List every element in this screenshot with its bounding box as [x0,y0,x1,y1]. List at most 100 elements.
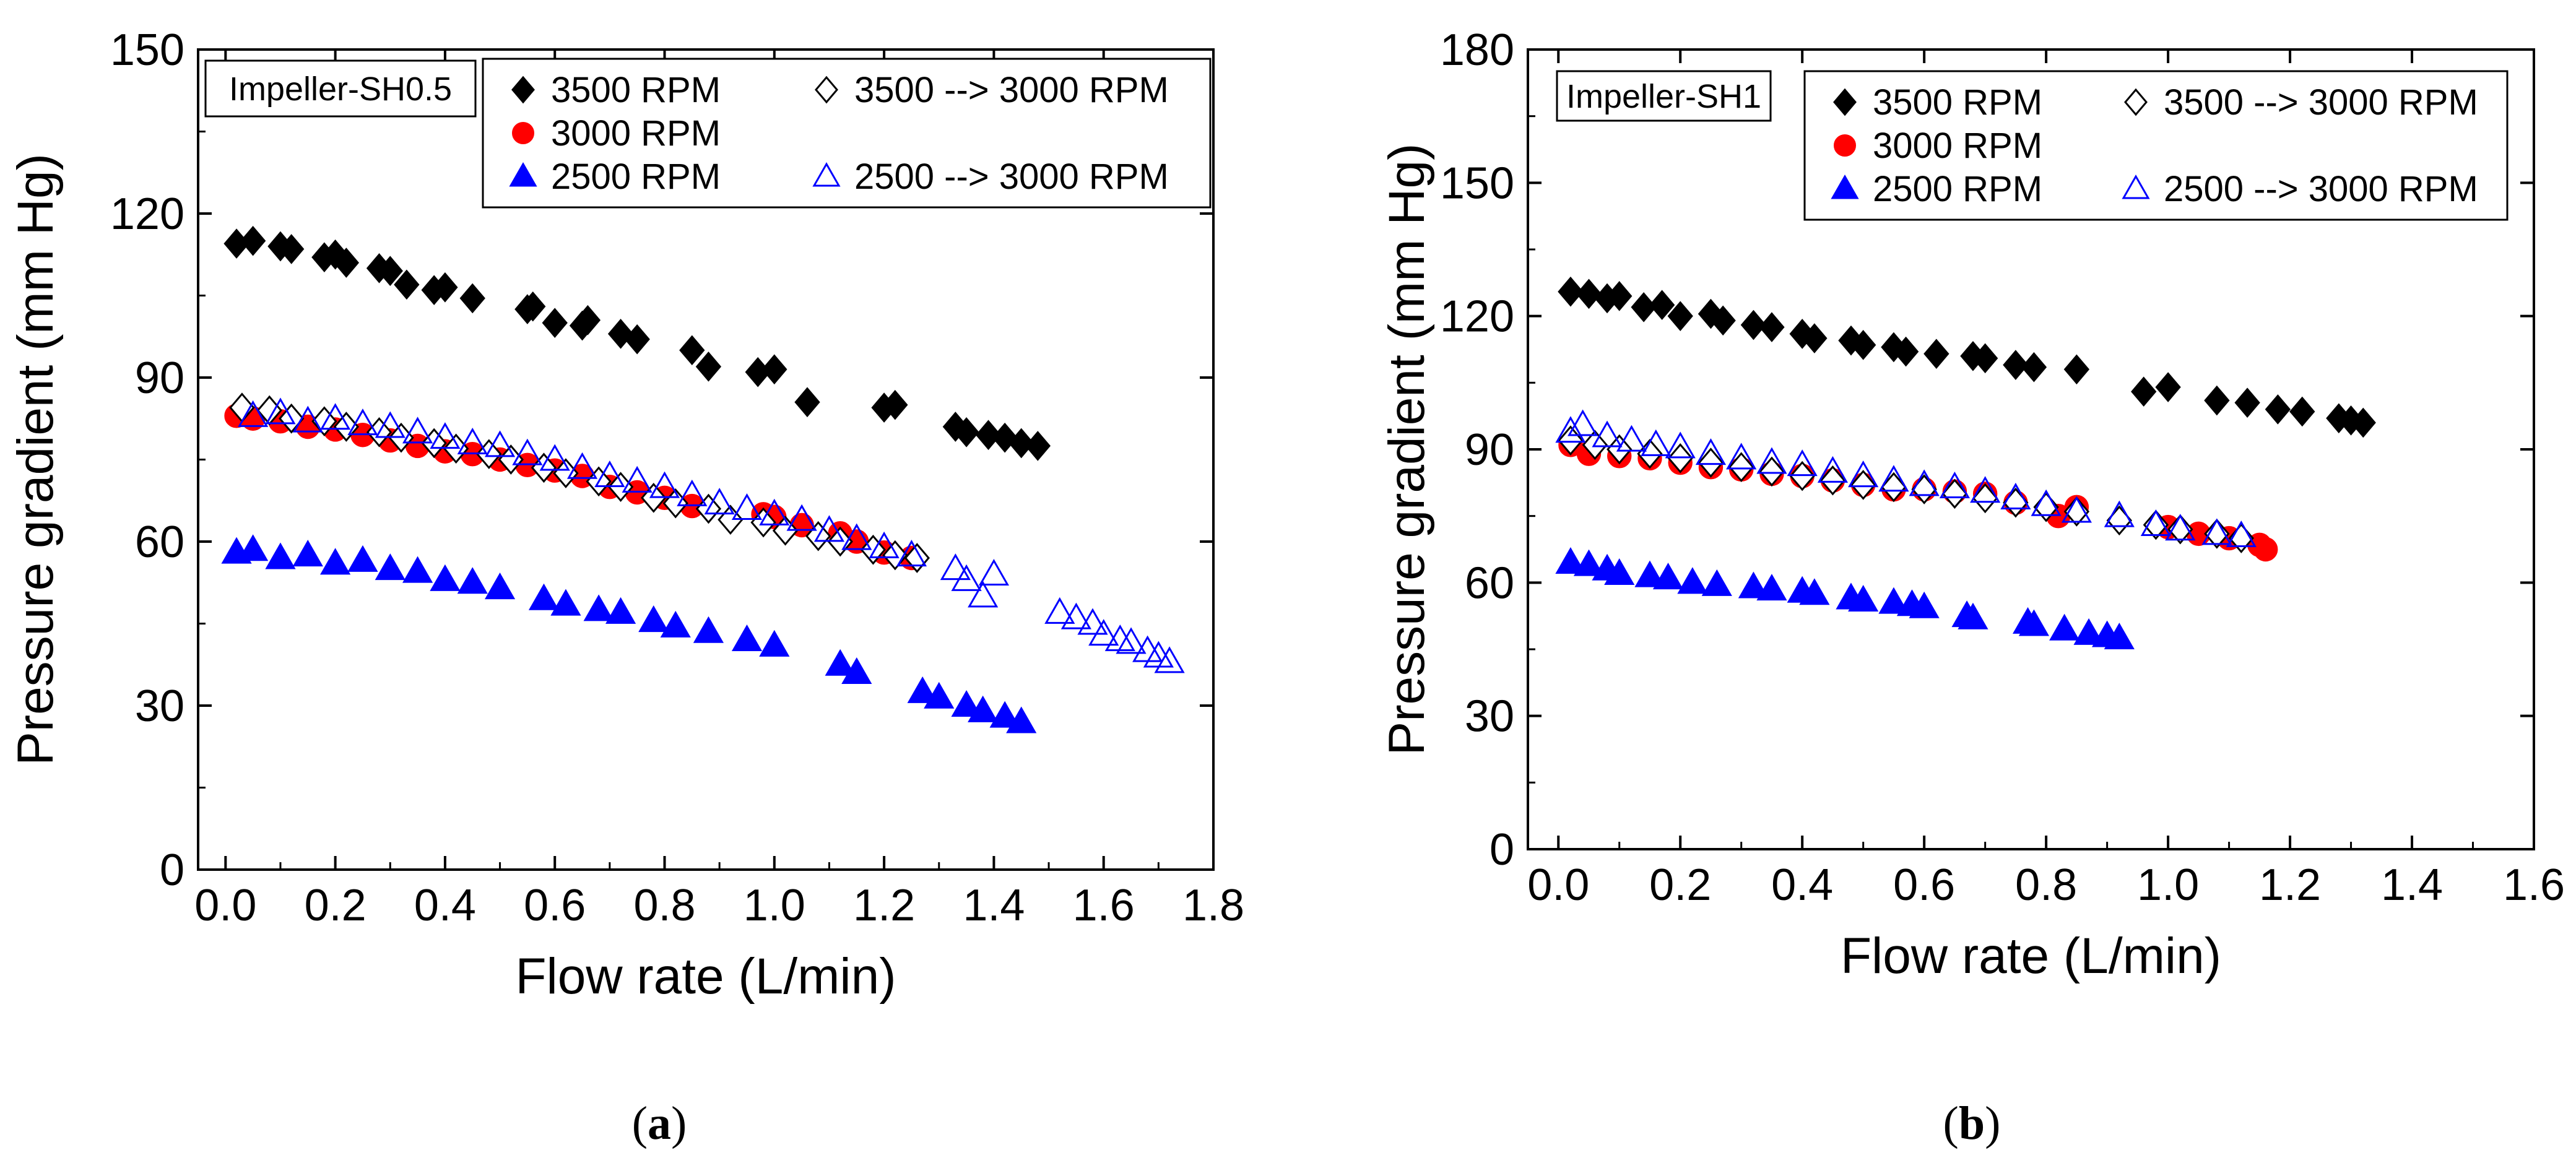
data-point [1558,276,1584,307]
data-point [1634,560,1665,587]
x-tick-label: 0.0 [194,881,256,930]
data-point [1695,438,1727,465]
data-point [649,471,680,498]
y-tick-label: 30 [1465,692,1514,741]
series-2500-3000-rpm [1555,409,2257,547]
data-point [1850,330,1876,360]
y-tick-label: 120 [110,189,184,239]
x-tick-label: 1.4 [963,881,1025,930]
legend-marker [2124,88,2148,116]
series-3500-3000-rpm [1558,425,2254,553]
data-point [1911,474,1937,504]
series-2500-3000-rpm [238,397,1185,673]
data-point [1060,602,1091,629]
data-point [1756,574,1787,601]
data-point [761,354,787,385]
data-point [978,558,1009,586]
x-tick-label: 0.0 [1527,860,1589,910]
data-point [1154,646,1185,673]
data-point [2003,487,2029,518]
data-point [2073,618,2104,645]
y-tick-label: 60 [135,517,184,567]
data-point [240,225,266,256]
data-point [2063,496,2090,527]
data-point [660,610,691,638]
data-point [347,409,378,436]
data-point [951,690,982,717]
data-point [292,405,323,433]
data-point [896,540,927,567]
data-point [2104,623,2135,650]
data-point [968,581,999,608]
data-point [457,427,488,454]
data-point [1576,279,1602,309]
data-point [1756,447,1787,474]
data-point [693,616,724,643]
legend-entry: 3500 --> 3000 RPM [2164,82,2478,123]
data-point [1787,449,1818,477]
data-point [566,452,598,479]
x-tick-label: 0.4 [1771,860,1833,910]
legend-entry: 2500 --> 3000 RPM [854,157,1169,197]
data-point [869,531,900,558]
x-tick-label: 1.4 [2381,860,2443,910]
data-point [430,564,461,591]
data-point [531,452,557,483]
x-tick-label: 0.2 [1649,860,1711,910]
data-point [2167,514,2193,545]
y-tick-label: 120 [1440,292,1514,342]
data-point [1677,567,1708,594]
data-point [1641,429,1672,456]
data-point [1607,281,1633,311]
data-point [786,504,817,531]
data-point [1939,471,1970,499]
data-point [1759,312,1785,342]
data-point [1568,409,1598,436]
data-point [512,438,543,465]
data-point [2155,372,2181,402]
y-tick-label: 150 [1440,158,1514,208]
y-tick-label: 30 [135,681,184,731]
data-point [1799,578,1830,605]
x-tick-label: 0.6 [524,881,586,930]
data-point [1555,547,1586,574]
y-tick-label: 90 [135,353,184,403]
data-point [695,352,722,382]
data-point [402,417,433,444]
inset-label-box [1556,70,1772,122]
data-point [1008,428,1034,459]
data-point [1909,591,1940,618]
data-point [1881,472,1907,503]
y-tick-label: 150 [110,25,184,75]
data-point [731,493,763,520]
data-point [402,556,433,583]
data-point [2061,496,2092,523]
data-point [432,272,458,303]
data-point [882,389,908,420]
data-point [638,605,669,633]
caption-a: (a) [632,1097,687,1149]
data-point [484,573,516,600]
data-point [624,324,650,355]
data-point [1728,452,1754,483]
data-point [583,594,614,621]
data-point [1698,298,1724,329]
data-point [550,589,581,616]
data-point [2204,385,2230,416]
data-point [951,564,982,591]
x-tick-label: 1.6 [2503,860,2565,910]
data-point [1802,323,1828,353]
legend-marker [2122,174,2150,199]
data-point [2253,537,2278,562]
data-point [476,439,502,469]
legend-marker [1833,88,1857,116]
y-axis-title: Pressure gradient (mm Hg) [7,153,64,766]
legend-marker [1834,134,1856,157]
data-point [940,553,971,581]
data-point [320,403,351,430]
x-tick-label: 1.2 [853,881,915,930]
data-point [622,465,653,493]
data-point [1850,470,1876,500]
legend-marker [815,76,838,104]
data-point [238,534,269,561]
